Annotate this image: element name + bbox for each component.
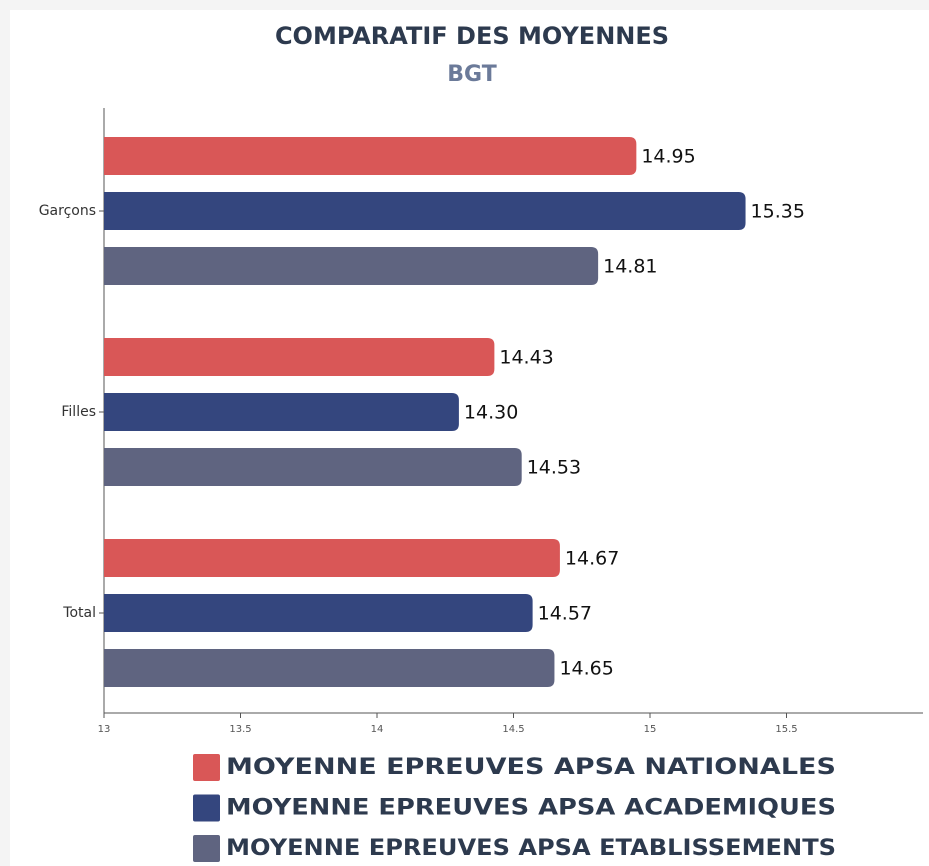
bar [104, 539, 560, 577]
bar [104, 247, 599, 285]
x-tick-label: 14.5 [502, 724, 524, 735]
y-tick-label: Total [62, 605, 96, 621]
bar [104, 594, 533, 632]
x-tick-label: 15 [644, 724, 657, 735]
x-tick-label: 13.5 [229, 724, 251, 735]
bar [104, 338, 495, 376]
bar [104, 137, 637, 175]
bar [104, 448, 522, 486]
y-tick-label: Garçons [39, 203, 96, 219]
value-label: 14.81 [603, 256, 657, 278]
value-label: 14.65 [559, 658, 613, 680]
chart-subtitle: BGT [447, 62, 496, 87]
y-tick-label: Filles [61, 404, 96, 420]
legend-label: MOYENNE EPREUVES APSA ACADEMIQUES [226, 796, 836, 821]
x-tick-label: 15.5 [775, 724, 797, 735]
legend-swatch [193, 794, 220, 822]
value-label: 14.53 [527, 457, 581, 479]
bar [104, 192, 746, 230]
value-label: 14.43 [499, 347, 553, 369]
value-label: 15.35 [751, 201, 805, 223]
bar [104, 393, 459, 431]
legend-label: MOYENNE EPREUVES APSA NATIONALES [226, 755, 836, 780]
value-label: 14.95 [641, 146, 695, 168]
value-label: 14.67 [565, 548, 619, 570]
legend-label: MOYENNE EPREUVES APSA ETABLISSEMENTS [226, 836, 836, 861]
value-label: 14.57 [538, 603, 592, 625]
chart-title: COMPARATIF DES MOYENNES [275, 22, 669, 50]
bar [104, 649, 555, 687]
value-label: 14.30 [464, 402, 518, 424]
legend-swatch [193, 835, 220, 862]
legend-swatch [193, 754, 220, 781]
x-tick-label: 13 [98, 724, 111, 735]
x-tick-label: 14 [371, 724, 384, 735]
